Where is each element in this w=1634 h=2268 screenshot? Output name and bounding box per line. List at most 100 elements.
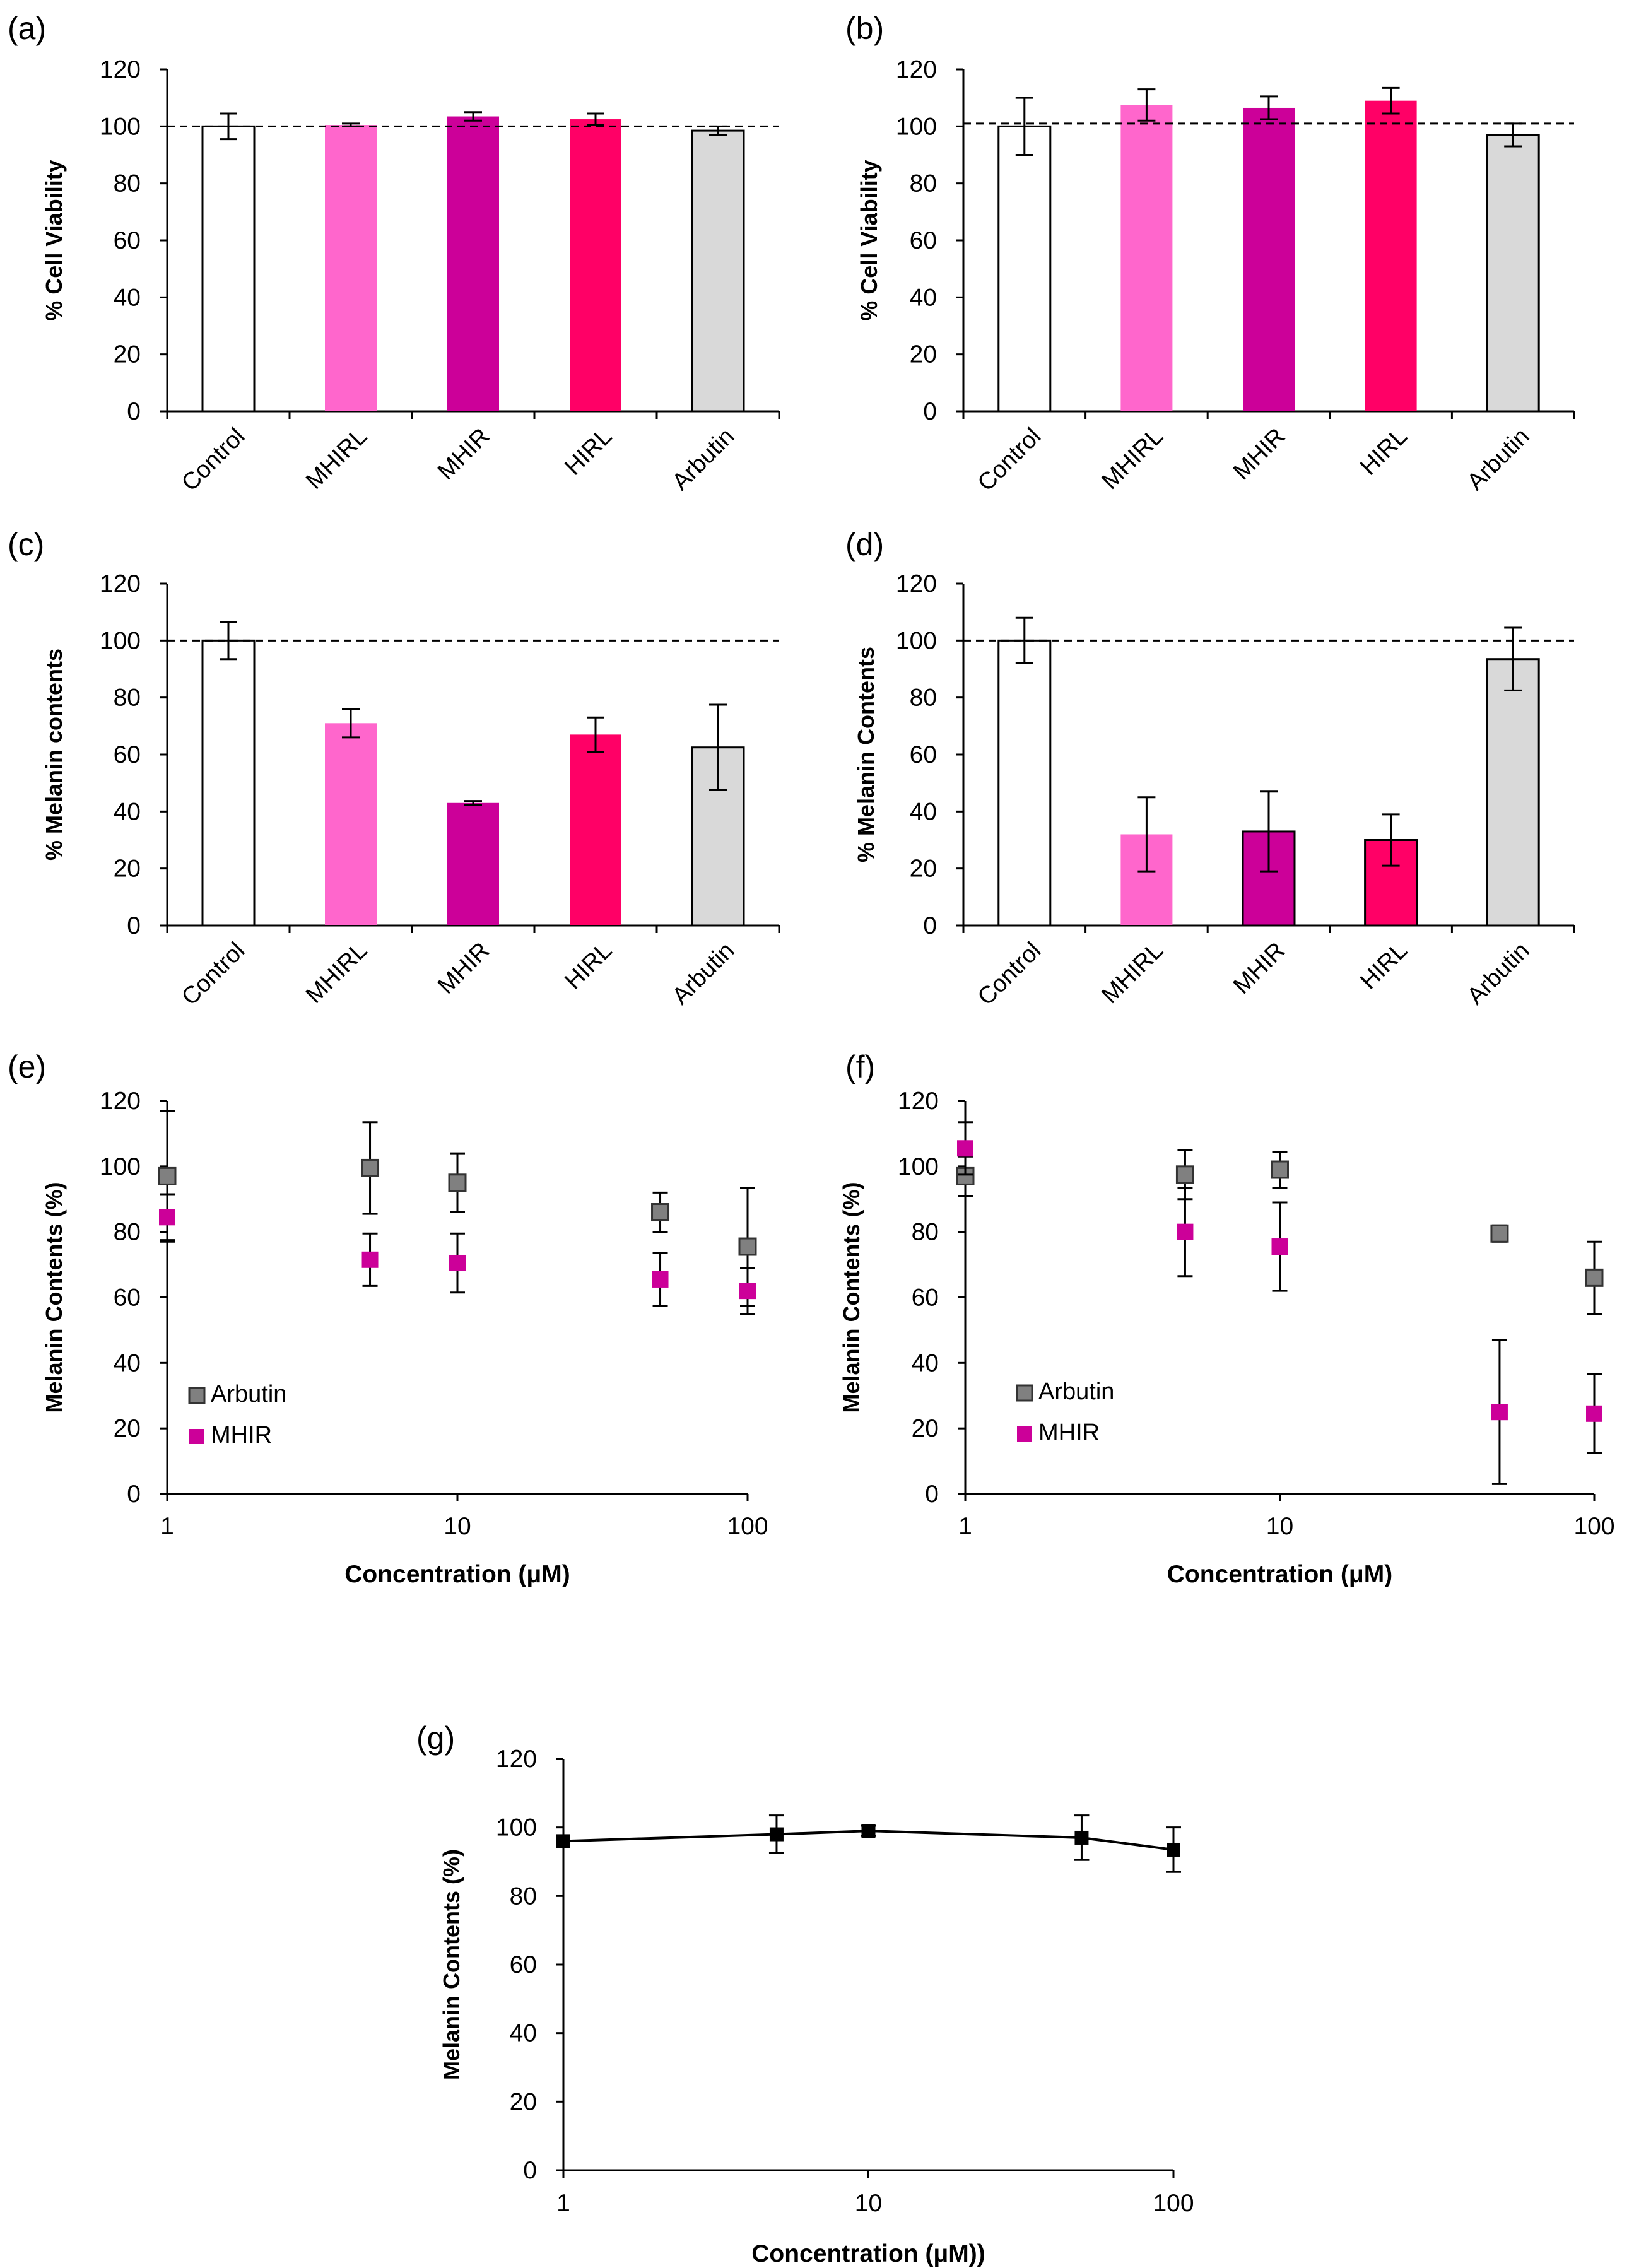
y-axis-title: % Melanin Contents: [853, 647, 879, 862]
bar-mhir: [447, 802, 499, 925]
y-tick-label: 80: [114, 685, 141, 712]
y-tick-label: 40: [910, 284, 937, 311]
y-tick-label: 20: [114, 341, 141, 368]
y-tick-label: 40: [114, 284, 141, 311]
y-tick-label: 40: [910, 798, 937, 825]
y-tick-label: 100: [896, 627, 937, 654]
y-tick-label: 80: [114, 1219, 141, 1246]
data-point-arbutin: [738, 1237, 757, 1256]
y-tick-label: 0: [127, 1481, 141, 1508]
data-point-mhir: [159, 1209, 175, 1226]
bar-mhirl: [1120, 105, 1173, 412]
legend-label: MHIR: [1038, 1419, 1100, 1446]
y-tick-label: 100: [896, 113, 937, 140]
data-point-mhir: [1271, 1238, 1288, 1255]
data-point-mhir: [1491, 1404, 1508, 1421]
legend-marker: [1017, 1426, 1032, 1442]
bar-mhirl: [325, 125, 377, 411]
y-tick-label: 60: [910, 227, 937, 254]
bar-mhirl: [325, 723, 377, 925]
y-tick-label: 80: [910, 170, 937, 197]
y-axis-title: Melanin Contents (%): [438, 1849, 464, 2080]
data-point-mhir: [957, 1140, 973, 1157]
bar-mhir: [447, 116, 499, 411]
y-tick-label: 40: [912, 1349, 939, 1377]
y-tick-label: 80: [910, 685, 937, 712]
data-point-arbutin: [158, 1166, 177, 1185]
x-axis-title: Concentration (μM): [1167, 1561, 1393, 1588]
bar-arbutin: [691, 129, 745, 413]
y-tick-label: 120: [496, 1746, 537, 1773]
y-tick-label: 60: [510, 1951, 537, 1978]
y-tick-label: 60: [114, 1284, 141, 1312]
data-point-series: [1074, 1830, 1089, 1845]
y-tick-label: 40: [510, 2020, 537, 2047]
y-axis-title: Melanin Contents (%): [838, 1182, 864, 1413]
bar-mhir: [1243, 107, 1295, 411]
y-tick-label: 20: [910, 855, 937, 883]
y-tick-label: 0: [923, 912, 937, 939]
x-axis-title: Concentration (μM)): [751, 2240, 985, 2267]
data-point-series: [556, 1834, 570, 1848]
legend-label: Arbutin: [211, 1381, 286, 1407]
y-tick-label: 100: [496, 1814, 537, 1842]
bar-hirl: [570, 734, 621, 925]
panel-label: (d): [845, 527, 884, 562]
y-tick-label: 120: [100, 570, 141, 597]
y-tick-label: 120: [100, 56, 141, 83]
data-point-mhir: [361, 1251, 379, 1268]
panel-g: (g) 0 20 40 60 80 100 120 Melanin Contents (%) 1 1…: [416, 1720, 1194, 2267]
y-tick-label: 100: [898, 1153, 939, 1180]
y-tick-label: 20: [910, 341, 937, 368]
y-axis-title: % Melanin contents: [41, 649, 67, 861]
panel-f: (f) 0 20 40 60 80 100 120 Melanin Contents (%) 1 1…: [838, 1049, 1615, 1588]
bar-hirl: [1365, 100, 1417, 411]
x-tick-label: 100: [1573, 1513, 1614, 1540]
bar-control: [201, 125, 256, 413]
y-tick-label: 40: [114, 1349, 141, 1377]
bar-control: [997, 125, 1052, 413]
data-point-arbutin: [1271, 1160, 1289, 1179]
data-point-series: [769, 1827, 784, 1842]
y-tick-label: 20: [912, 1415, 939, 1442]
y-tick-label: 0: [127, 912, 141, 939]
panel-label: (a): [8, 11, 46, 46]
y-tick-label: 120: [896, 56, 937, 83]
y-tick-label: 20: [114, 855, 141, 883]
y-tick-label: 60: [912, 1284, 939, 1312]
x-tick-label: 1: [958, 1513, 972, 1540]
y-tick-label: 0: [923, 398, 937, 425]
data-point-arbutin: [448, 1173, 467, 1192]
bar-control: [997, 639, 1052, 927]
y-axis-title: Melanin Contents (%): [41, 1182, 67, 1413]
x-tick-label: 10: [444, 1513, 471, 1540]
y-tick-label: 20: [510, 2088, 537, 2115]
bar-control: [201, 639, 256, 927]
panel-label: (g): [416, 1720, 455, 1756]
y-tick-label: 80: [114, 170, 141, 197]
panel-label: (e): [8, 1049, 46, 1084]
y-tick-label: 0: [925, 1481, 939, 1508]
y-tick-label: 120: [898, 1088, 939, 1115]
y-tick-label: 80: [510, 1883, 537, 1910]
legend-marker: [1016, 1384, 1033, 1402]
legend-label: MHIR: [211, 1422, 272, 1448]
legend-label: Arbutin: [1038, 1378, 1114, 1405]
y-axis-title: % Cell Viability: [41, 160, 67, 320]
y-tick-label: 60: [910, 741, 937, 768]
panel-label: (b): [845, 11, 884, 46]
panel-e: (e) 0 20 40 60 80 100 120 Melanin Contents (%) 1 1…: [8, 1049, 768, 1588]
panel-label: (c): [8, 527, 44, 562]
y-tick-label: 20: [114, 1415, 141, 1442]
data-point-arbutin: [1175, 1165, 1194, 1184]
y-tick-label: 0: [523, 2157, 537, 2184]
data-point-series: [861, 1824, 876, 1838]
data-point-mhir: [449, 1254, 466, 1271]
panel-label: (f): [845, 1049, 875, 1084]
y-tick-label: 120: [896, 570, 937, 597]
legend-marker: [189, 1429, 204, 1444]
legend-marker: [188, 1387, 206, 1404]
bar-arbutin: [1486, 658, 1540, 927]
